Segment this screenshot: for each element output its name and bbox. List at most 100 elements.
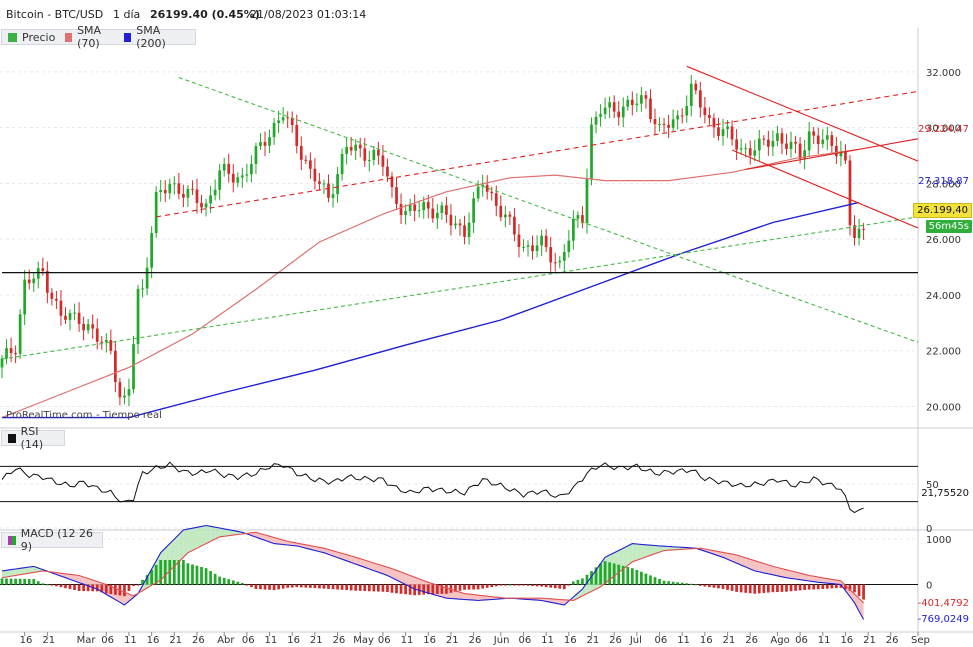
macd-histogram-bar bbox=[499, 584, 503, 586]
legend-swatch-precio bbox=[8, 32, 17, 42]
macd-histogram-bar bbox=[653, 577, 657, 585]
macd-histogram-bar bbox=[503, 584, 507, 586]
macd-fill bbox=[183, 529, 188, 558]
candle bbox=[599, 104, 602, 127]
candle bbox=[290, 111, 294, 133]
macd-fill bbox=[24, 567, 30, 574]
x-tick-label: 21 bbox=[723, 635, 736, 646]
candle bbox=[522, 239, 525, 252]
macd-histogram-bar bbox=[572, 581, 575, 585]
candle bbox=[680, 108, 684, 124]
macd-fill bbox=[455, 590, 460, 600]
macd-histogram-bar bbox=[5, 578, 8, 585]
candle bbox=[703, 96, 707, 124]
candle bbox=[9, 337, 13, 363]
candle bbox=[662, 118, 666, 133]
rsi-legend[interactable]: RSI (14) bbox=[1, 425, 65, 451]
macd-histogram-bar bbox=[222, 577, 226, 585]
x-tick-label: 11 bbox=[818, 635, 831, 646]
trendline-red-rising-upper bbox=[156, 90, 919, 218]
interval[interactable]: 1 día bbox=[113, 8, 141, 21]
candle bbox=[431, 198, 435, 223]
macd-histogram-bar bbox=[445, 584, 448, 594]
candle bbox=[653, 108, 657, 135]
macd-histogram-bar bbox=[304, 584, 308, 588]
macd-histogram-bar bbox=[671, 581, 675, 585]
watermark-source: ProRealTime.com bbox=[6, 410, 93, 421]
candle bbox=[213, 179, 217, 201]
x-tick-label: Abr bbox=[217, 635, 235, 646]
macd-fill bbox=[827, 578, 832, 584]
sma70-line bbox=[1, 148, 860, 419]
candle bbox=[127, 378, 131, 407]
candle bbox=[313, 158, 317, 190]
macd-fill bbox=[741, 556, 746, 568]
candle bbox=[191, 180, 194, 195]
macd-histogram-bar bbox=[200, 566, 203, 585]
candle bbox=[581, 206, 584, 229]
macd-histogram-bar bbox=[377, 584, 380, 592]
macd-histogram-bar bbox=[535, 584, 539, 587]
candle bbox=[776, 125, 779, 147]
macd-fill bbox=[215, 527, 220, 540]
candle bbox=[209, 185, 212, 213]
x-tick-label: 16 bbox=[147, 635, 160, 646]
candle bbox=[404, 204, 407, 225]
macd-fill bbox=[174, 534, 179, 567]
macd-histogram-bar bbox=[386, 584, 389, 592]
sma200-line bbox=[2, 201, 860, 419]
macd-histogram-bar bbox=[676, 582, 680, 585]
macd-histogram-bar bbox=[136, 584, 140, 586]
macd-legend[interactable]: MACD (12 26 9) bbox=[1, 527, 103, 553]
macd-histogram-bar bbox=[132, 584, 135, 586]
macd-fill bbox=[396, 570, 402, 583]
macd-fill bbox=[20, 567, 25, 575]
macd-histogram-bar bbox=[635, 569, 639, 585]
candle bbox=[200, 195, 203, 214]
candle bbox=[322, 179, 326, 195]
macd-histogram-bar bbox=[59, 584, 63, 588]
macd-histogram-bar bbox=[472, 584, 475, 590]
macd-fill bbox=[83, 576, 89, 586]
x-tick-label: 21 bbox=[446, 635, 459, 646]
candle bbox=[608, 96, 612, 119]
macd-line bbox=[1, 524, 865, 620]
legend-swatch-sma70 bbox=[65, 32, 73, 42]
legend-item-sma70[interactable]: SMA (70) bbox=[65, 24, 114, 50]
legend-item-sma200[interactable]: SMA (200) bbox=[124, 24, 179, 50]
macd-histogram-bar bbox=[191, 564, 194, 585]
candle bbox=[603, 97, 607, 119]
macd-tick-label: 0 bbox=[926, 581, 932, 592]
candle bbox=[508, 211, 512, 226]
macd-histogram-bar bbox=[658, 578, 661, 585]
candle bbox=[766, 130, 770, 156]
macd-histogram-bar bbox=[603, 561, 607, 585]
macd-fill bbox=[795, 572, 801, 580]
macd-histogram-bar bbox=[104, 584, 108, 594]
candle bbox=[45, 261, 49, 304]
tag-macd2: -769,0249 bbox=[917, 614, 969, 625]
candle bbox=[540, 229, 543, 257]
macd-histogram-bar bbox=[354, 584, 358, 591]
header-price: 26199.40 (0.45%) bbox=[150, 8, 260, 21]
candle bbox=[771, 130, 775, 157]
x-tick-label: 16 bbox=[564, 635, 577, 646]
candle bbox=[649, 89, 652, 123]
legend-item-precio[interactable]: Precio bbox=[8, 31, 55, 44]
macd-histogram-bar bbox=[794, 584, 797, 591]
candle bbox=[517, 223, 521, 258]
candle bbox=[286, 111, 290, 129]
macd-histogram-bar bbox=[272, 584, 276, 591]
macd-histogram-bar bbox=[422, 584, 426, 595]
candle bbox=[168, 178, 172, 200]
candle bbox=[757, 129, 761, 162]
macd-fill bbox=[355, 557, 361, 566]
price-legend[interactable]: Precio SMA (70) SMA (200) bbox=[1, 24, 196, 50]
macd-histogram-bar bbox=[667, 581, 670, 585]
candle bbox=[748, 140, 752, 165]
macd-fill bbox=[555, 599, 560, 605]
macd-histogram-bar bbox=[576, 579, 580, 585]
macd-fill bbox=[401, 572, 406, 585]
tag-rsi: 21,75520 bbox=[921, 488, 969, 499]
